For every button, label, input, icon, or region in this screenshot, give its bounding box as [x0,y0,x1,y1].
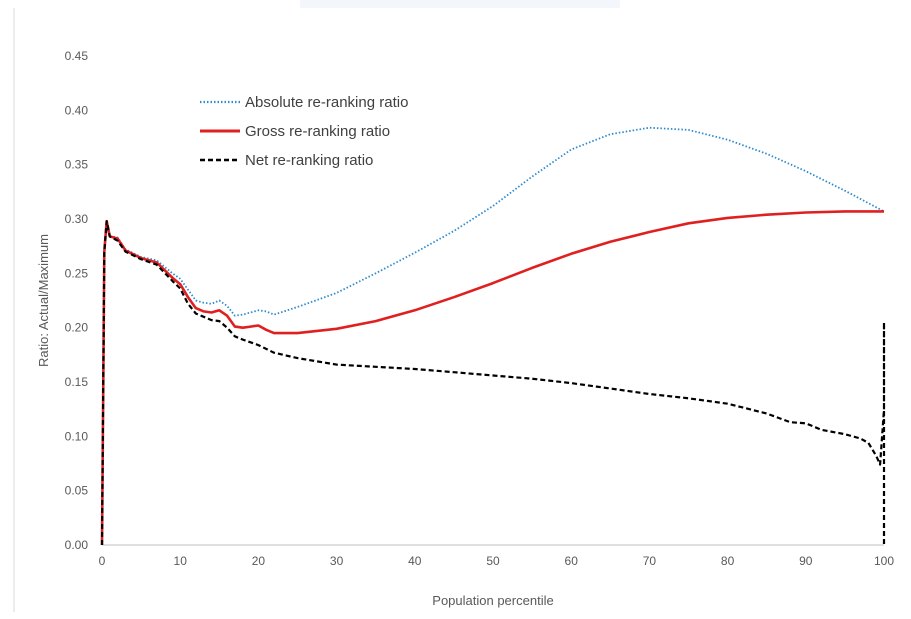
x-tick-label: 60 [565,554,579,568]
x-axis-ticks: 0 10 20 30 40 50 60 70 80 90 100 [99,554,895,568]
y-tick-label: 0.25 [65,266,89,280]
x-tick-label: 10 [174,554,188,568]
series-line-1 [101,126,885,546]
series-line-2 [100,210,884,546]
cropped-header-strip [300,0,620,8]
y-axis-ticks: 0.00 0.05 0.10 0.15 0.20 0.25 0.30 0.35 0.40 0.45 [65,49,89,552]
y-tick-label: 0.15 [65,375,89,389]
x-tick-label: 50 [486,554,500,568]
x-tick-label: 90 [799,554,813,568]
x-tick-label: 100 [874,554,894,568]
y-tick-label: 0.05 [65,484,89,498]
x-axis-title: Population percentile [432,593,553,608]
y-tick-label: 0.20 [65,321,89,335]
y-tick-label: 0.10 [65,429,89,443]
y-tick-label: 0.45 [65,49,89,63]
x-tick-label: 70 [643,554,657,568]
y-tick-label: 0.30 [65,212,89,226]
y-tick-label: 0.35 [65,158,89,172]
legend-label: Gross re-ranking ratio [245,123,390,140]
x-tick-label: 20 [252,554,266,568]
y-tick-label: 0.40 [65,103,89,117]
y-tick-label: 0.00 [65,538,89,552]
x-tick-label: 40 [408,554,422,568]
series-layer [100,126,886,546]
legend-label: Absolute re-ranking ratio [245,94,408,111]
x-tick-label: 30 [330,554,344,568]
series-line-3 [100,220,886,546]
x-tick-label: 0 [99,554,106,568]
legend: Absolute re-ranking ratio Gross re-rankin… [200,94,408,169]
x-tick-label: 80 [721,554,735,568]
legend-label: Net re-ranking ratio [245,152,373,169]
y-axis-title: Ratio: Actual/Maximum [36,234,51,367]
